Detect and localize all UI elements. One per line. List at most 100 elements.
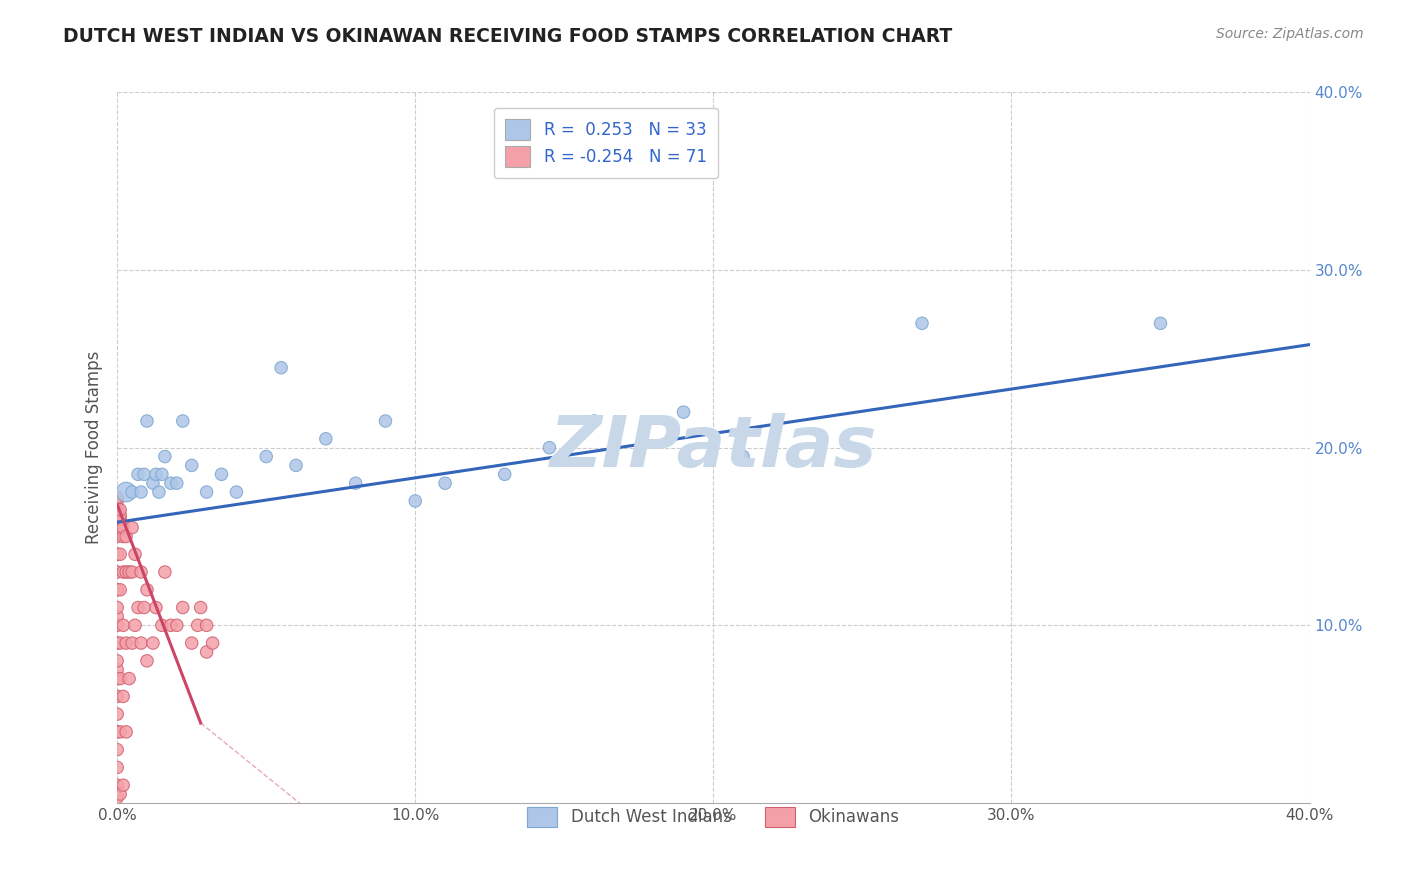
Point [1149,316,1171,330]
Point [190,600,212,615]
Point [115,565,138,579]
Point [115,725,138,739]
Point [105,494,128,508]
Point [211,467,233,482]
Point [118,672,141,686]
Point [494,467,516,482]
Point [153,450,176,464]
Legend: Dutch West Indians, Okinawans: Dutch West Indians, Okinawans [520,800,905,834]
Point [180,636,202,650]
Point [136,654,159,668]
Point [127,600,149,615]
Point [112,529,135,543]
Point [105,636,128,650]
Point [733,450,755,464]
Point [180,458,202,473]
Point [270,360,292,375]
Point [129,636,152,650]
Point [105,507,128,521]
Point [105,790,128,805]
Point [112,565,135,579]
Point [434,476,457,491]
Point [105,742,128,756]
Point [105,547,128,561]
Point [150,467,173,482]
Point [105,609,128,624]
Point [404,494,426,508]
Text: Source: ZipAtlas.com: Source: ZipAtlas.com [1216,27,1364,41]
Point [108,508,131,523]
Point [153,565,176,579]
Point [115,636,138,650]
Point [105,707,128,722]
Point [105,520,128,534]
Point [115,529,138,543]
Point [121,565,143,579]
Point [285,458,308,473]
Point [105,672,128,686]
Point [124,547,146,561]
Point [254,450,277,464]
Point [105,600,128,615]
Text: ZIPatlas: ZIPatlas [550,413,877,483]
Point [105,778,128,792]
Point [195,485,218,500]
Point [538,441,561,455]
Point [129,485,152,500]
Point [132,600,155,615]
Point [121,485,143,500]
Point [112,520,135,534]
Point [160,476,183,491]
Point [187,618,209,632]
Point [105,690,128,704]
Point [136,582,159,597]
Point [105,725,128,739]
Point [108,787,131,801]
Point [136,414,159,428]
Point [108,725,131,739]
Point [344,476,367,491]
Point [315,432,337,446]
Point [105,512,128,526]
Text: DUTCH WEST INDIAN VS OKINAWAN RECEIVING FOOD STAMPS CORRELATION CHART: DUTCH WEST INDIAN VS OKINAWAN RECEIVING … [63,27,952,45]
Point [583,414,606,428]
Point [108,636,131,650]
Point [374,414,396,428]
Point [105,500,128,514]
Point [145,600,167,615]
Point [160,618,183,632]
Point [172,600,194,615]
Point [172,414,194,428]
Point [112,690,135,704]
Point [142,636,165,650]
Point [132,467,155,482]
Point [201,636,224,650]
Point [105,491,128,505]
Point [129,565,152,579]
Point [124,618,146,632]
Point [672,405,695,419]
Point [112,778,135,792]
Point [105,663,128,677]
Point [105,565,128,579]
Point [127,467,149,482]
Point [108,520,131,534]
Point [108,582,131,597]
Point [142,476,165,491]
Y-axis label: Receiving Food Stamps: Receiving Food Stamps [86,351,103,544]
Point [118,565,141,579]
Point [121,520,143,534]
Point [108,503,131,517]
Point [121,636,143,650]
Point [105,582,128,597]
Point [105,654,128,668]
Point [108,672,131,686]
Point [145,467,167,482]
Point [166,618,188,632]
Point [195,645,218,659]
Point [195,618,218,632]
Point [115,485,138,500]
Point [148,485,170,500]
Point [108,512,131,526]
Point [105,529,128,543]
